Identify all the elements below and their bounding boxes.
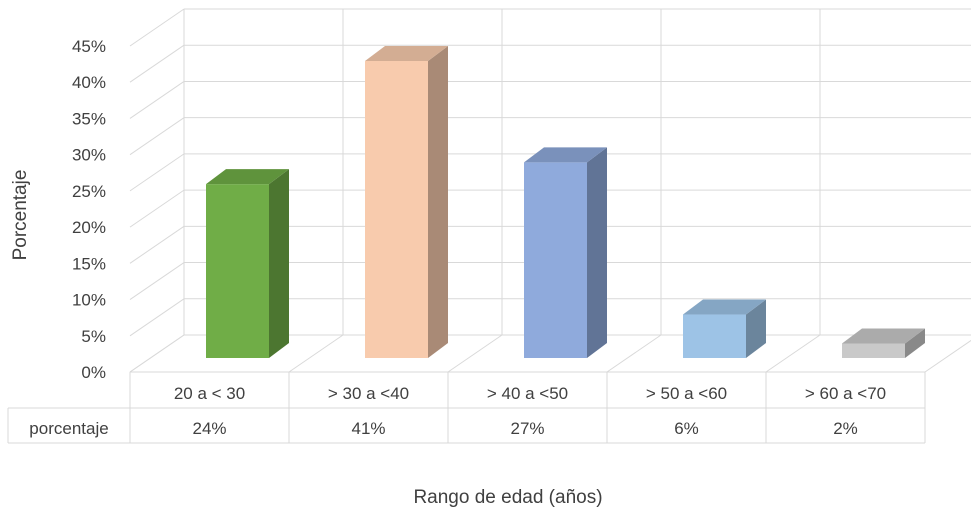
data-table-value: 2% bbox=[833, 419, 858, 438]
data-table-value: 41% bbox=[351, 419, 385, 438]
gridline-side bbox=[129, 117, 185, 156]
bar-side bbox=[269, 169, 289, 358]
gridline-side bbox=[129, 153, 185, 192]
bar bbox=[206, 169, 289, 358]
data-table-value: 27% bbox=[510, 419, 544, 438]
x-category-label: > 40 a <50 bbox=[487, 384, 568, 403]
gridline-side bbox=[129, 8, 185, 47]
gridline-side bbox=[129, 262, 185, 300]
y-tick-label: 25% bbox=[72, 182, 106, 201]
y-tick-label: 40% bbox=[72, 73, 106, 92]
y-axis-ticks: 0% 5% 10% 15% 20% 25% 30% 35% 40% 45% bbox=[72, 37, 106, 382]
gridline-floor bbox=[765, 334, 821, 373]
bar-top bbox=[206, 169, 289, 185]
gridline-side bbox=[129, 44, 185, 83]
y-tick-label: 45% bbox=[72, 37, 106, 56]
y-tick-label: 20% bbox=[72, 218, 106, 237]
gridline-side bbox=[129, 81, 185, 119]
bar-front bbox=[524, 162, 587, 358]
gridline-floor bbox=[288, 334, 344, 373]
x-category-label: > 60 a <70 bbox=[805, 384, 886, 403]
gridline-floor bbox=[924, 339, 971, 373]
bar-front bbox=[365, 60, 428, 358]
bar-side bbox=[587, 147, 607, 358]
gridline-side bbox=[129, 189, 185, 228]
data-table-value: 24% bbox=[192, 419, 226, 438]
gridline-side bbox=[129, 298, 185, 337]
gridline-side bbox=[129, 225, 185, 264]
bar-top bbox=[683, 299, 766, 315]
x-axis-title: Rango de edad (años) bbox=[413, 487, 602, 508]
bar bbox=[683, 299, 766, 358]
bar-side bbox=[905, 328, 925, 358]
gridline-floor bbox=[606, 334, 662, 373]
chart-bars bbox=[206, 45, 925, 358]
y-tick-label: 5% bbox=[81, 327, 106, 346]
gridline-floor bbox=[447, 334, 503, 373]
y-tick-label: 30% bbox=[72, 146, 106, 165]
x-category-label: > 50 a <60 bbox=[646, 384, 727, 403]
bar bbox=[842, 328, 925, 358]
y-tick-label: 10% bbox=[72, 291, 106, 310]
bar-side bbox=[428, 45, 448, 358]
bar-front bbox=[206, 184, 269, 358]
gridline-floor bbox=[129, 334, 185, 373]
y-tick-label: 35% bbox=[72, 109, 106, 128]
y-tick-label: 0% bbox=[81, 363, 106, 382]
chart-gridlines bbox=[129, 8, 971, 373]
bar-front bbox=[842, 343, 905, 358]
data-table-row-header: porcentaje bbox=[29, 419, 108, 438]
y-tick-label: 15% bbox=[72, 254, 106, 273]
bar-top bbox=[524, 147, 607, 163]
bar-front bbox=[683, 314, 746, 358]
x-category-label: 20 a < 30 bbox=[174, 384, 245, 403]
y-axis-title: Porcentaje bbox=[10, 170, 31, 261]
x-category-label: > 30 a <40 bbox=[328, 384, 409, 403]
bar bbox=[365, 45, 448, 358]
bar bbox=[524, 147, 607, 358]
bar-top bbox=[842, 328, 925, 344]
data-table: 20 a < 30 24% > 30 a <40 41% > 40 a <50 27% > … bbox=[7, 372, 926, 444]
bar-side bbox=[746, 299, 766, 358]
data-table-value: 6% bbox=[674, 419, 699, 438]
bar-top bbox=[365, 45, 448, 61]
